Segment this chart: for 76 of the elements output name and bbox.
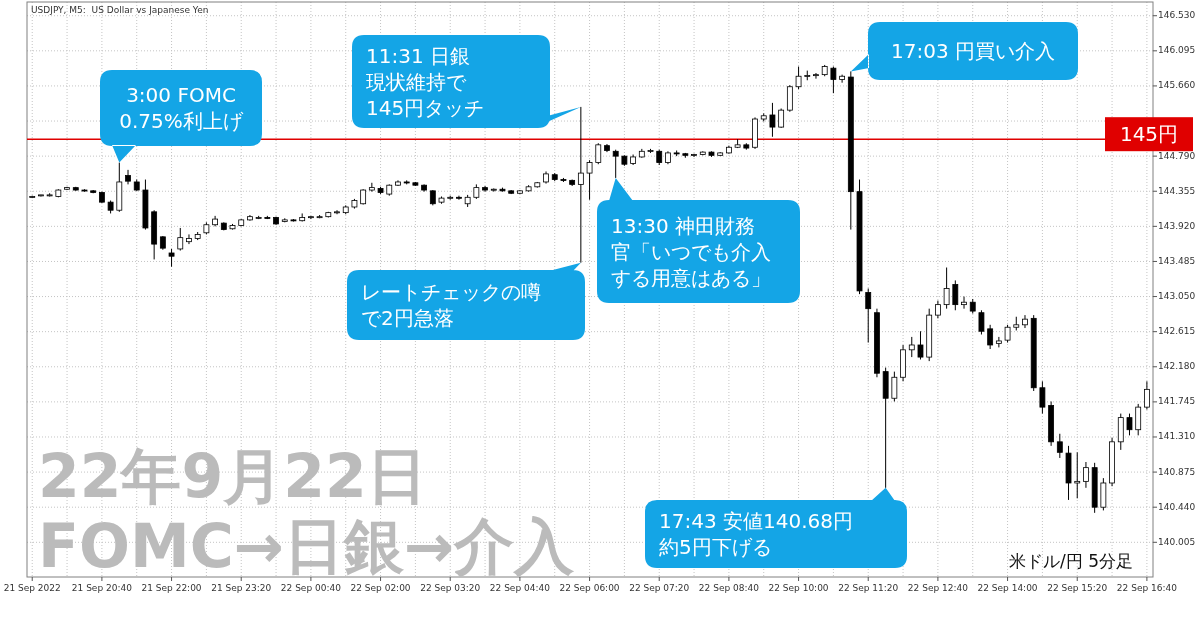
candlestick bbox=[612, 149, 619, 179]
y-tick-label: 140.005 bbox=[1158, 536, 1196, 547]
candlestick bbox=[577, 106, 584, 264]
x-tick-label: 21 Sep 2022 bbox=[3, 583, 61, 593]
annotation: 13:30 神田財務官「いつでも介入する用意はある」 bbox=[611, 213, 771, 290]
candlestick bbox=[1074, 451, 1081, 499]
x-tick-label: 21 Sep 22:00 bbox=[141, 583, 202, 593]
annotation: 3:00 FOMC 0.75%利上げ bbox=[119, 83, 244, 133]
candlestick bbox=[952, 279, 959, 311]
x-tick-label: 22 Sep 00:40 bbox=[280, 583, 342, 593]
y-tick-label: 146.530 bbox=[1158, 10, 1196, 21]
y-tick-label: 145.660 bbox=[1158, 80, 1196, 91]
candlestick bbox=[995, 336, 1002, 348]
candlestick bbox=[368, 182, 375, 193]
candlestick bbox=[186, 233, 192, 245]
x-tick-label: 22 Sep 08:40 bbox=[698, 583, 760, 593]
y-tick-label: 144.355 bbox=[1158, 185, 1196, 196]
candlestick bbox=[978, 309, 985, 335]
y-tick-label: 141.310 bbox=[1158, 431, 1196, 442]
annotation: 米ドル/円 5分足 bbox=[1009, 551, 1133, 571]
candlestick bbox=[1022, 314, 1028, 329]
y-tick-label: 141.745 bbox=[1158, 396, 1196, 407]
candlestick bbox=[813, 72, 819, 80]
candlestick bbox=[125, 169, 131, 185]
ref-line-label: 145円 bbox=[1119, 121, 1179, 146]
y-tick-label: 143.485 bbox=[1158, 255, 1196, 266]
candlestick bbox=[1135, 403, 1142, 436]
x-tick-label: 22 Sep 02:00 bbox=[350, 583, 411, 593]
x-tick-label: 22 Sep 04:40 bbox=[489, 583, 551, 593]
x-tick-label: 21 Sep 23:20 bbox=[211, 583, 272, 593]
x-tick-label: 21 Sep 20:40 bbox=[71, 583, 133, 593]
annotation: 11:31 日銀現状維持で145円タッチ bbox=[366, 43, 485, 120]
x-tick-label: 22 Sep 14:00 bbox=[977, 583, 1038, 593]
chart-subtitle: USDJPY, M5: US Dollar vs Japanese Yen bbox=[31, 5, 209, 15]
y-tick-label: 140.875 bbox=[1158, 466, 1196, 477]
candlestick bbox=[987, 324, 994, 350]
candlestick bbox=[1056, 433, 1063, 459]
annotation: 17:43 安値140.68円約5円下げる bbox=[659, 509, 853, 559]
candlestick bbox=[891, 371, 898, 402]
x-tick-label: 22 Sep 07:20 bbox=[629, 583, 690, 593]
candlestick bbox=[1144, 380, 1150, 411]
candlestick bbox=[334, 209, 340, 215]
candlestick bbox=[830, 66, 837, 94]
annotation: 17:03 円買い介入 bbox=[891, 39, 1055, 63]
candlestick bbox=[595, 142, 602, 165]
x-tick-label: 22 Sep 16:40 bbox=[1116, 583, 1178, 593]
candlestick bbox=[961, 296, 967, 310]
y-tick-label: 146.095 bbox=[1158, 45, 1196, 56]
x-tick-label: 22 Sep 15:20 bbox=[1047, 583, 1108, 593]
candlestick bbox=[865, 287, 872, 344]
x-tick-label: 22 Sep 10:00 bbox=[768, 583, 829, 593]
candlestick bbox=[795, 66, 802, 90]
candlestick bbox=[786, 84, 793, 113]
y-tick-label: 140.440 bbox=[1158, 501, 1196, 512]
candlestick bbox=[943, 267, 950, 310]
x-tick-label: 22 Sep 03:20 bbox=[420, 583, 481, 593]
candlestick bbox=[1083, 461, 1089, 489]
candlestick bbox=[908, 336, 915, 358]
x-tick-label: 22 Sep 11:20 bbox=[838, 583, 899, 593]
x-tick-label: 22 Sep 06:00 bbox=[559, 583, 620, 593]
y-tick-label: 143.050 bbox=[1158, 291, 1196, 302]
annotation: レートチェックの噂で2円急落 bbox=[361, 280, 541, 330]
candlestick bbox=[456, 195, 462, 201]
y-tick-label: 144.790 bbox=[1158, 150, 1196, 161]
candlestick bbox=[586, 159, 593, 201]
candlestick bbox=[839, 74, 846, 84]
y-tick-label: 142.180 bbox=[1158, 361, 1196, 372]
y-tick-label: 142.615 bbox=[1158, 326, 1196, 337]
candlestick bbox=[177, 227, 184, 252]
candlestick bbox=[1126, 413, 1133, 436]
candlestick bbox=[1039, 380, 1046, 415]
text: 22年9月22日 FOMC→日銀→介入 bbox=[38, 441, 576, 581]
x-tick-label: 22 Sep 12:40 bbox=[907, 583, 969, 593]
candlestick bbox=[917, 330, 924, 361]
candlestick bbox=[769, 102, 776, 138]
y-tick-label: 143.920 bbox=[1158, 220, 1196, 231]
